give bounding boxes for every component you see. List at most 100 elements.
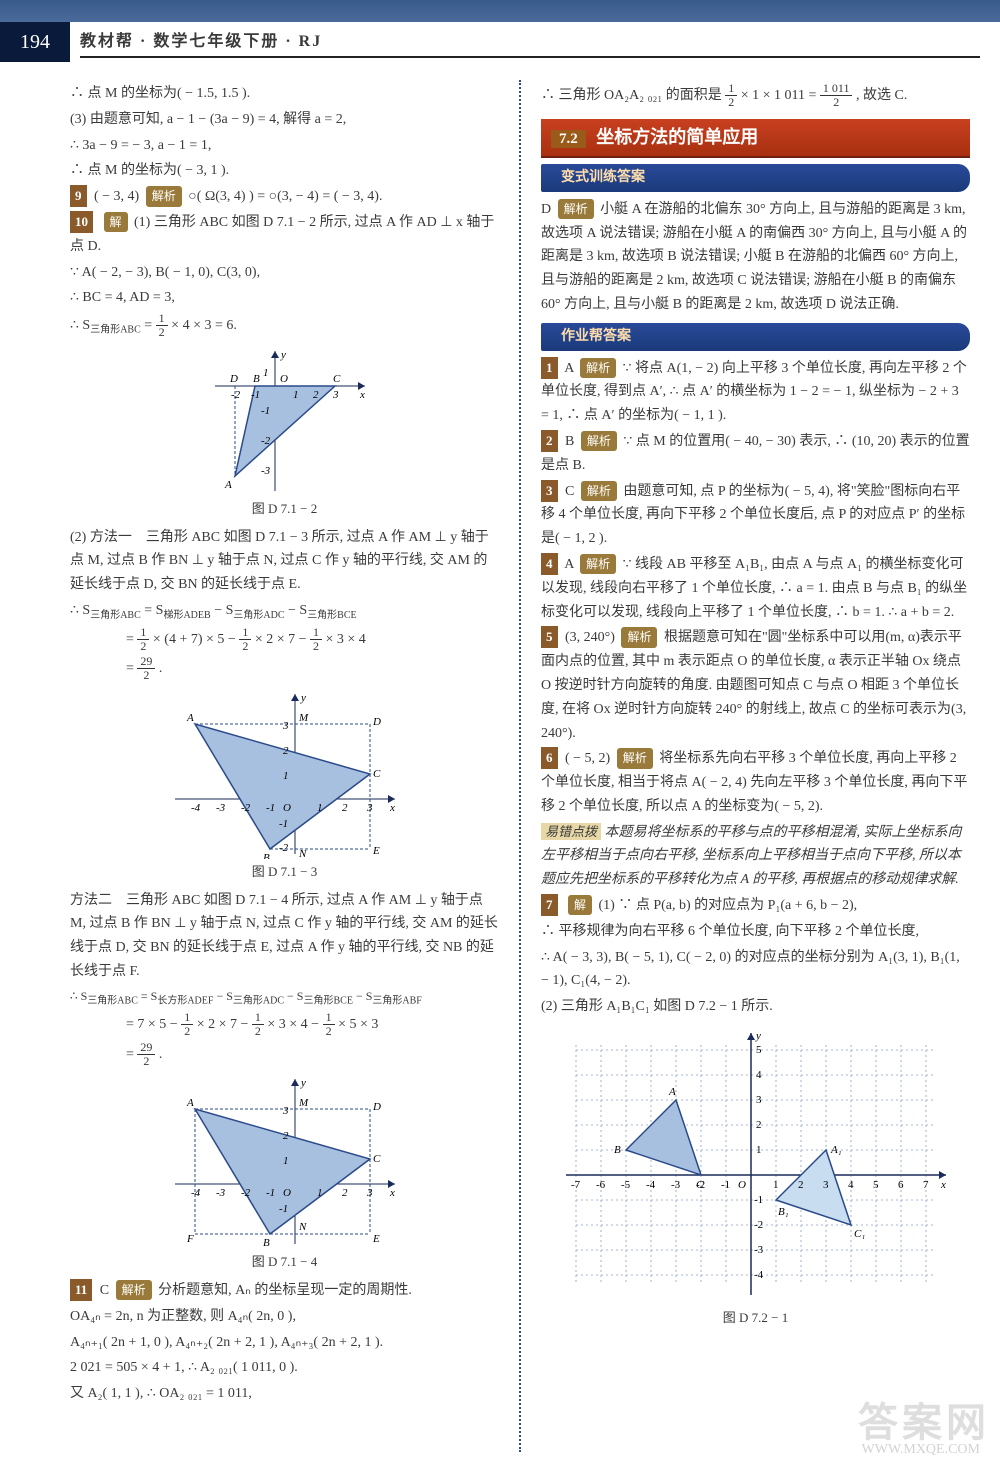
frac: 12	[252, 1011, 264, 1038]
right-column: ∴ 三角形 OA₂A₂ ₀₂₁ 的面积是 12 × 1 × 1 011 = 1 …	[541, 80, 970, 1452]
d: 2	[181, 1025, 193, 1038]
svg-text:1: 1	[293, 389, 299, 401]
left-column: ∴ 点 M 的坐标为( − 1.5, 1.5 ). (3) 由题意可知, a −…	[70, 80, 499, 1452]
text: OA₄ₙ = 2n, n 为正整数, 则 A₄ₙ( 2n, 0 ),	[70, 1305, 499, 1329]
svg-text:C: C	[373, 1153, 381, 1165]
svg-text:-3: -3	[216, 802, 226, 814]
svg-text:y: y	[300, 692, 306, 704]
num: 6	[541, 747, 558, 769]
svg-text:O: O	[738, 1179, 746, 1191]
q10-text: (1) 三角形 ABC 如图 D 7.1 − 2 所示, 过点 A 作 AD ⊥…	[70, 215, 494, 254]
d: 2	[156, 326, 168, 339]
t: (1) ∵ 点 P(a, b) 的对应点为 P₁(a + 6, b − 2),	[599, 898, 858, 913]
svg-text:3: 3	[756, 1094, 762, 1106]
svg-text:B: B	[263, 1237, 270, 1249]
svg-text:2: 2	[313, 389, 319, 401]
caption: 图 D 7.1 − 3	[70, 861, 499, 883]
d: 2	[137, 669, 155, 682]
t: − S	[288, 603, 307, 618]
t: ∴ S	[70, 989, 87, 1003]
num: 2	[541, 430, 558, 452]
svg-text:1: 1	[283, 770, 289, 782]
svg-text:2: 2	[342, 1187, 348, 1199]
svg-text:-1: -1	[266, 802, 275, 814]
num: 1	[541, 357, 558, 379]
n: 29	[137, 655, 155, 669]
svg-text:-1: -1	[261, 405, 270, 417]
svg-text:O: O	[283, 802, 291, 814]
tag-jiexi: 解析	[116, 1280, 152, 1300]
d: 2	[252, 1025, 264, 1038]
frac: 1 0112	[820, 82, 853, 109]
svg-text:x: x	[389, 802, 395, 814]
q7-line: 7 解 (1) ∵ 点 P(a, b) 的对应点为 P₁(a + 6, b − …	[541, 894, 970, 918]
frac: 292	[137, 1041, 155, 1068]
d: 2	[725, 96, 737, 109]
q5-line: 5 (3, 240°) 解析 根据题意可知在"圆"坐标系中可以用(m, α)表示…	[541, 626, 970, 745]
svg-text:-4: -4	[754, 1269, 764, 1281]
svg-text:1: 1	[283, 1155, 289, 1167]
svg-text:2: 2	[342, 802, 348, 814]
top-strip	[0, 0, 1000, 22]
svg-text:-1: -1	[754, 1194, 763, 1206]
svg-text:-1: -1	[721, 1179, 730, 1191]
text: ∴ 平移规律为向右平移 6 个单位长度, 向下平移 2 个单位长度,	[541, 920, 970, 944]
t: = S	[144, 603, 163, 618]
svg-text:E: E	[372, 1233, 380, 1245]
svg-text:N: N	[298, 848, 307, 859]
t: 三角形ABC	[90, 325, 141, 336]
note-text: 本题易将坐标系的平移与点的平移相混淆, 实际上坐标系向左平移相当于点向右平移, …	[541, 825, 962, 888]
column-divider	[519, 80, 521, 1452]
text: (3) 由题意可知, a − 1 − (3a − 9) = 4, 解得 a = …	[70, 108, 499, 132]
num: 4	[541, 553, 558, 575]
svg-text:C: C	[373, 768, 381, 780]
eq: = 12 × (4 + 7) × 5 − 12 × 2 × 7 − 12 × 3…	[126, 626, 499, 653]
note-line: 易错点拨 本题易将坐标系的平移与点的平移相混淆, 实际上坐标系向左平移相当于点向…	[541, 821, 970, 892]
q1-line: 1 A 解析 ∵ 将点 A(1, − 2) 向上平移 3 个单位长度, 再向左平…	[541, 357, 970, 428]
tag-jiexi: 解析	[580, 358, 616, 378]
svg-text:3: 3	[282, 720, 289, 732]
t: × 2 × 7 −	[255, 632, 310, 647]
svg-text:D: D	[372, 716, 381, 728]
svg-text:-3: -3	[754, 1244, 764, 1256]
svg-text:-2: -2	[754, 1219, 763, 1231]
svg-text:-1: -1	[279, 818, 288, 830]
frac: 12	[156, 312, 168, 339]
svg-text:A: A	[224, 479, 232, 491]
svg-text:1: 1	[317, 1187, 323, 1199]
svg-text:-1: -1	[266, 1187, 275, 1199]
t: 三角形ADC	[233, 610, 284, 621]
t: , 故选 C.	[856, 88, 907, 103]
eq: = 292 .	[126, 1041, 499, 1068]
svg-text:A: A	[668, 1086, 676, 1098]
note-label: 易错点拨	[541, 823, 601, 840]
svg-text:y: y	[280, 349, 286, 361]
svg-text:C₁: C₁	[854, 1228, 865, 1240]
t: 三角形ABC	[87, 995, 138, 1006]
num: 5	[541, 626, 558, 648]
ans: A	[564, 557, 573, 572]
n: 1	[252, 1011, 264, 1025]
q6-line: 6 ( − 5, 2) 解析 将坐标系先向右平移 3 个单位长度, 再向上平移 …	[541, 747, 970, 818]
t: 三角形BCE	[303, 995, 352, 1006]
svg-text:-2: -2	[241, 1187, 251, 1199]
ans: (3, 240°)	[565, 630, 615, 645]
svg-text:-3: -3	[671, 1179, 681, 1191]
tag-jiexi: 解析	[580, 554, 616, 574]
n: 1	[156, 312, 168, 326]
text: ∴ 点 M 的坐标为( − 3, 1 ).	[70, 159, 499, 183]
t: − S	[216, 989, 232, 1003]
svg-text:2: 2	[756, 1119, 762, 1131]
watermark-url: WWW.MXQE.COM	[862, 1438, 980, 1462]
t: × 3 × 4 −	[267, 1017, 322, 1032]
q11-text: 分析题意知, Aₙ 的坐标呈现一定的周期性.	[158, 1283, 412, 1298]
frac: 12	[323, 1011, 335, 1038]
svg-text:A: A	[186, 1097, 194, 1109]
tag-jie: 解	[568, 895, 592, 915]
section-title: 坐标方法的简单应用	[596, 127, 758, 147]
svg-text:D: D	[229, 373, 238, 385]
r0: ∴ 三角形 OA₂A₂ ₀₂₁ 的面积是 12 × 1 × 1 011 = 1 …	[541, 82, 970, 109]
svg-text:M: M	[298, 712, 309, 724]
t: × 1 × 1 011 =	[741, 88, 820, 103]
n: 29	[137, 1041, 155, 1055]
